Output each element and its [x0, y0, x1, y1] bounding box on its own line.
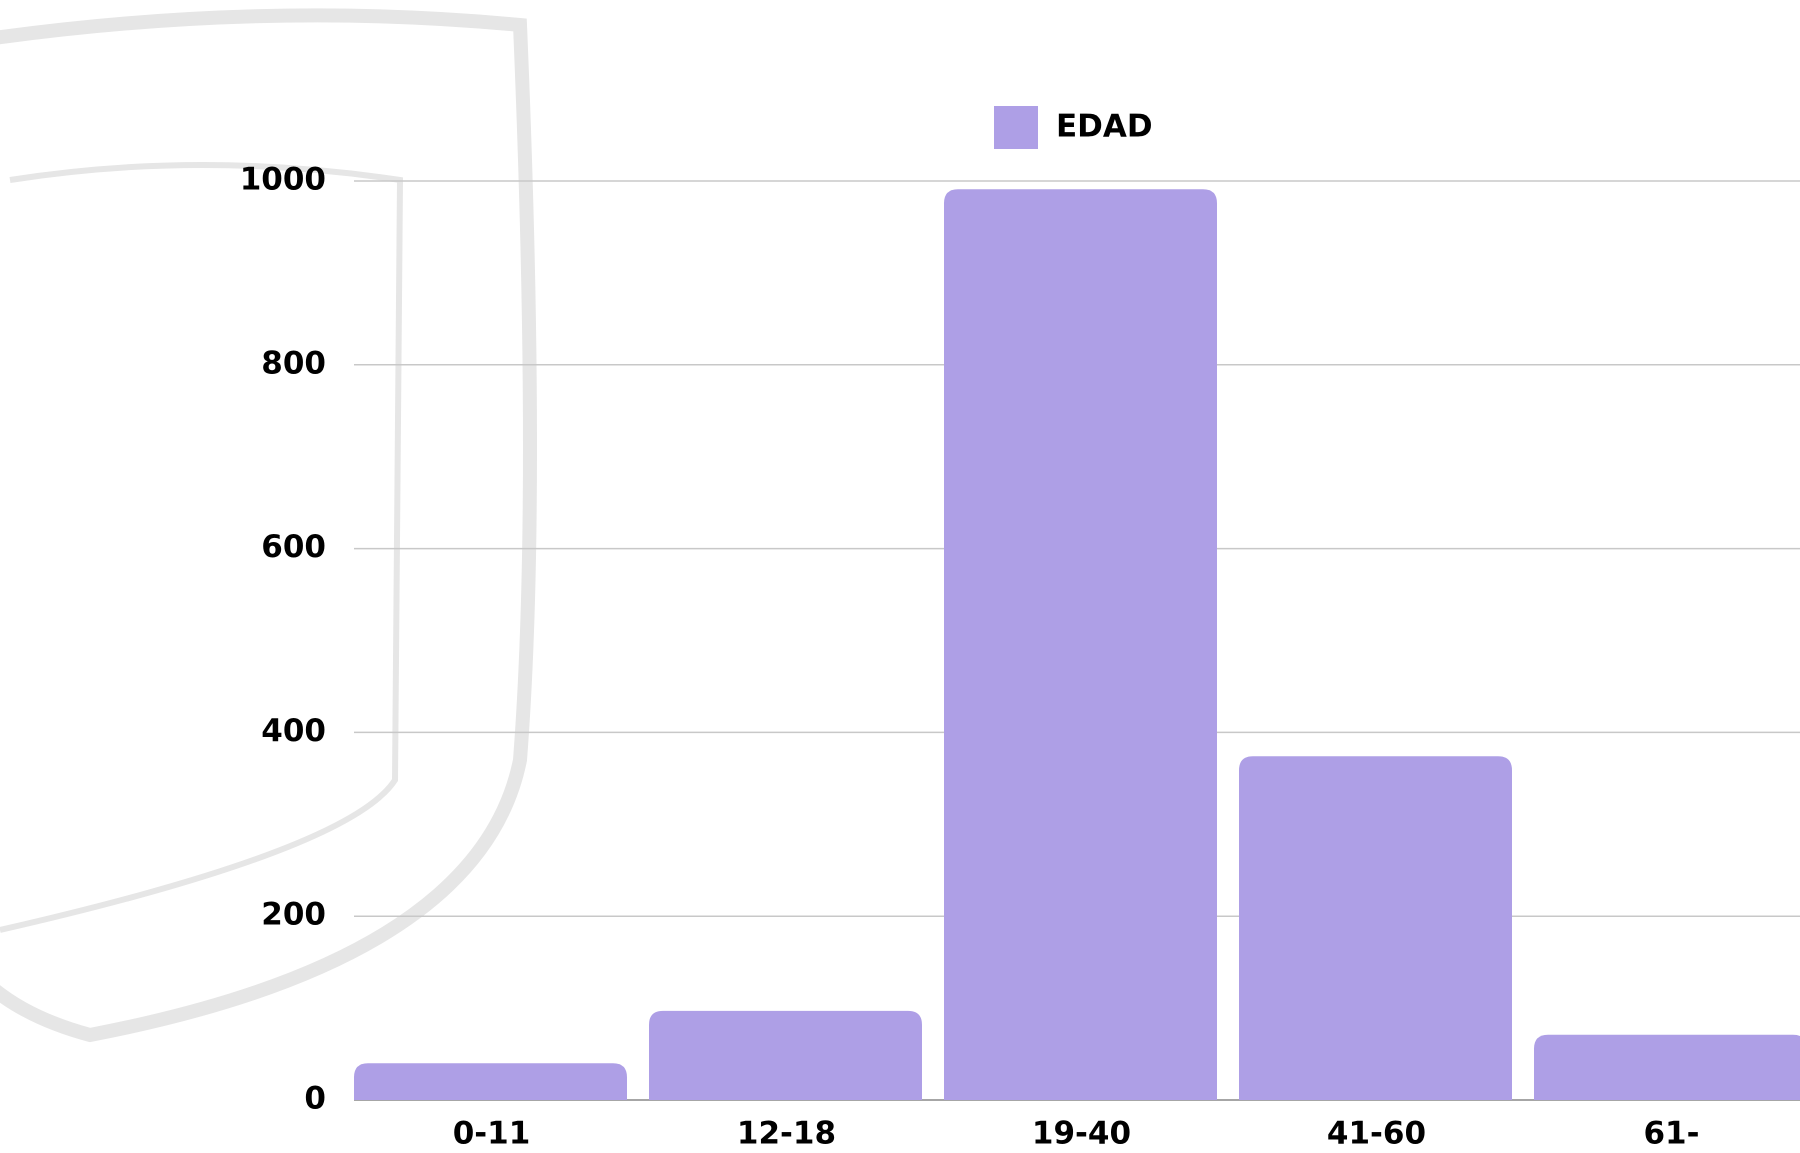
y-tick-label: 200	[261, 897, 326, 933]
y-tick-label: 0	[304, 1081, 326, 1117]
x-tick-label: 0-11	[453, 1116, 531, 1152]
bar	[944, 189, 1217, 1100]
bar	[649, 1010, 922, 1100]
x-tick-label: 19-40	[1032, 1116, 1131, 1152]
watermark	[0, 8, 537, 1043]
y-tick-label: 600	[261, 529, 326, 565]
watermark-shield	[0, 8, 537, 1043]
y-tick-label: 1000	[240, 162, 326, 198]
x-tick-label: 12-18	[737, 1116, 836, 1152]
x-tick-label: 61-	[1643, 1116, 1699, 1152]
bar	[354, 1063, 627, 1100]
legend-swatch	[994, 106, 1038, 149]
bar	[1239, 756, 1512, 1100]
watermark-inner	[0, 162, 404, 933]
y-tick-label: 800	[261, 345, 326, 381]
x-tick-label: 41-60	[1327, 1116, 1426, 1152]
y-tick-label: 400	[261, 713, 326, 749]
legend-label: EDAD	[1056, 109, 1153, 145]
bar	[1534, 1034, 1800, 1100]
